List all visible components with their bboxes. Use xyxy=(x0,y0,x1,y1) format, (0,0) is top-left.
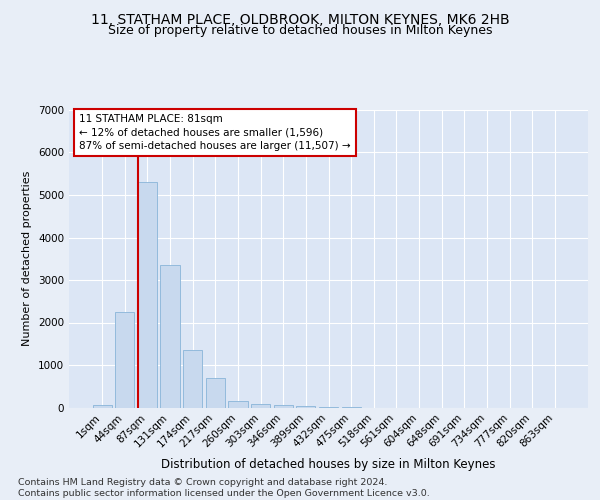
Bar xyxy=(138,182,157,408)
Text: 11 STATHAM PLACE: 81sqm
← 12% of detached houses are smaller (1,596)
87% of semi: 11 STATHAM PLACE: 81sqm ← 12% of detache… xyxy=(79,114,351,151)
Bar xyxy=(160,265,180,408)
Bar xyxy=(206,378,225,408)
Y-axis label: Number of detached properties: Number of detached properties xyxy=(22,171,32,346)
Bar xyxy=(296,406,316,407)
Bar xyxy=(251,404,270,407)
Text: Size of property relative to detached houses in Milton Keynes: Size of property relative to detached ho… xyxy=(108,24,492,37)
Bar xyxy=(183,350,202,408)
Text: 11, STATHAM PLACE, OLDBROOK, MILTON KEYNES, MK6 2HB: 11, STATHAM PLACE, OLDBROOK, MILTON KEYN… xyxy=(91,12,509,26)
Bar xyxy=(229,401,248,407)
Bar xyxy=(115,312,134,408)
X-axis label: Distribution of detached houses by size in Milton Keynes: Distribution of detached houses by size … xyxy=(161,458,496,470)
Text: Contains HM Land Registry data © Crown copyright and database right 2024.
Contai: Contains HM Land Registry data © Crown c… xyxy=(18,478,430,498)
Bar xyxy=(92,405,112,407)
Bar xyxy=(274,406,293,407)
